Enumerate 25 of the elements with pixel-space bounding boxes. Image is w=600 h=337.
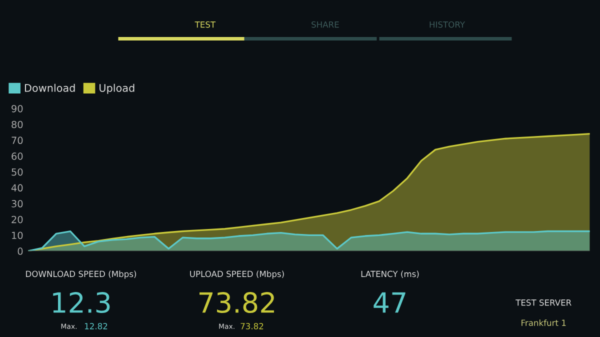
legend-label: Download	[24, 84, 75, 92]
y-tick-label: 0	[18, 248, 23, 255]
y-tick-label: 90	[12, 104, 23, 112]
text: UPLOAD SPEED (Mbps)	[190, 270, 284, 279]
text: TEST SERVER	[516, 299, 572, 306]
legend-label: Upload	[100, 84, 134, 94]
y-tick-label: 50	[12, 168, 23, 176]
y-tick-label: 70	[12, 136, 23, 144]
y-tick-label: 40	[11, 184, 23, 192]
text: 12.3	[53, 292, 110, 314]
text: 12.82	[84, 323, 108, 330]
text: 73.82	[240, 323, 264, 330]
text: 47	[374, 292, 406, 313]
y-tick-label: 10	[12, 232, 23, 240]
text: TEST	[194, 21, 216, 28]
y-tick-label: 30	[12, 200, 23, 208]
y-tick-label: 80	[12, 120, 23, 128]
text: SHARE	[312, 21, 339, 28]
y-tick-label: 60	[12, 152, 23, 160]
text: LATENCY (ms)	[361, 270, 419, 278]
y-tick-label: 20	[12, 216, 23, 224]
text: DOWNLOAD SPEED (Mbps)	[26, 270, 136, 279]
text: HISTORY	[430, 21, 466, 28]
text: Frankfurt 1	[522, 319, 566, 326]
text: 73.82	[200, 292, 274, 314]
